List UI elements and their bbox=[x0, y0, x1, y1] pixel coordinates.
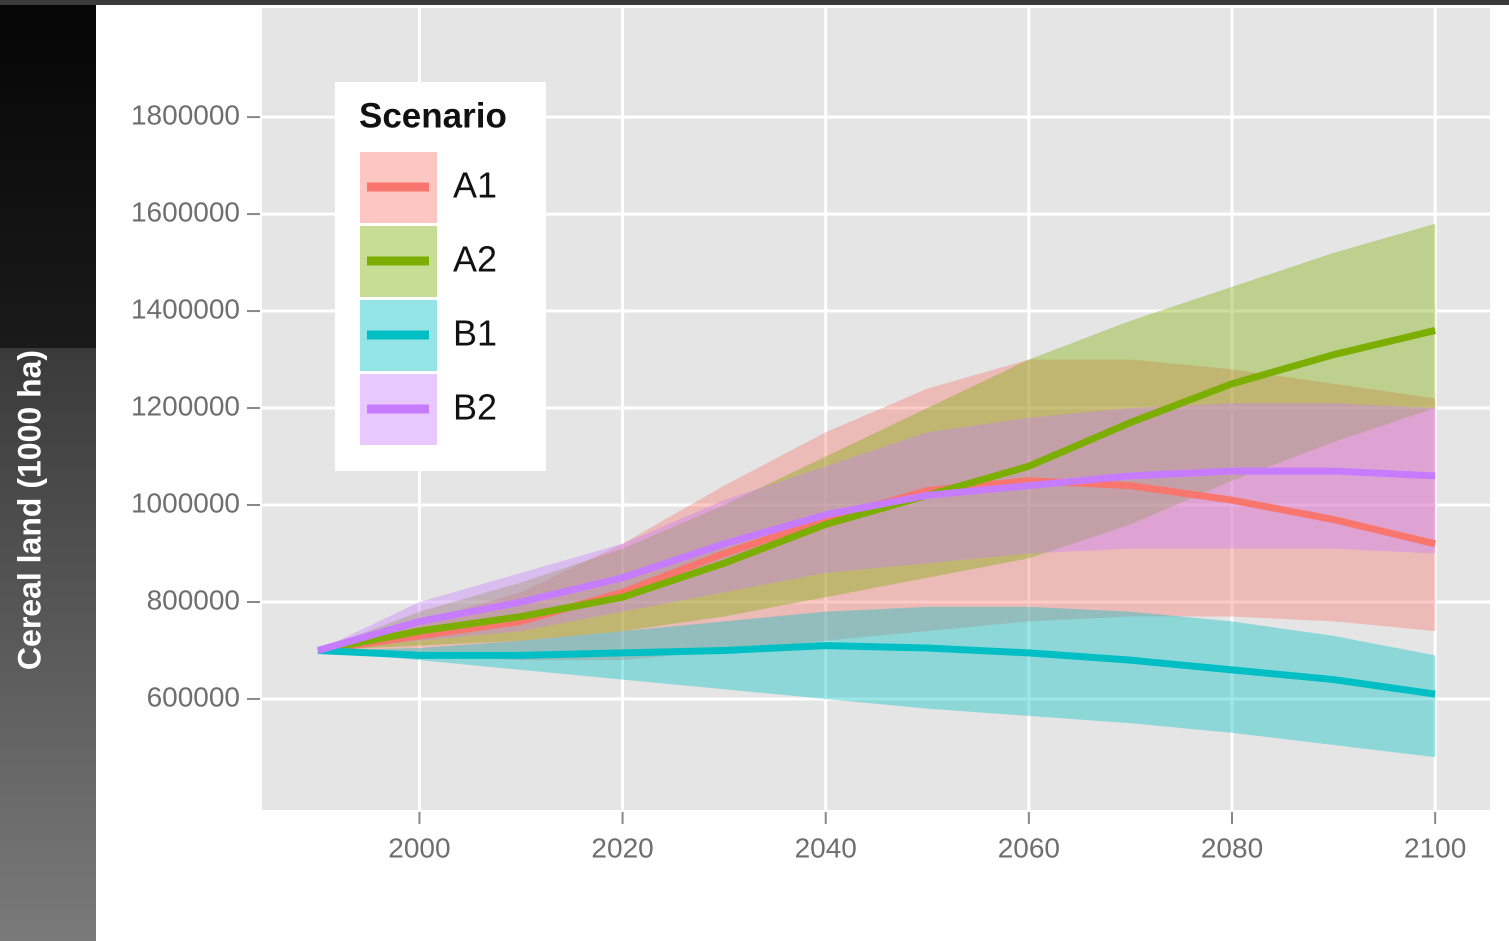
legend-label: B1 bbox=[453, 313, 497, 354]
x-tick-label: 2060 bbox=[998, 832, 1060, 863]
legend-label: A1 bbox=[453, 165, 497, 206]
legend-title: Scenario bbox=[359, 96, 507, 135]
band bbox=[317, 223, 1436, 651]
line bbox=[316, 467, 1436, 654]
legend: Scenario A1 A2 B1 B2 bbox=[335, 82, 546, 471]
legend-label: A2 bbox=[453, 239, 497, 280]
x-tick-label: 2040 bbox=[795, 832, 857, 863]
y-tick-label: 1800000 bbox=[131, 99, 240, 130]
line bbox=[317, 642, 1436, 698]
x-tick-label: 2000 bbox=[388, 832, 450, 863]
band bbox=[317, 606, 1436, 758]
y-tick-label: 1200000 bbox=[131, 390, 240, 421]
y-axis-label: Cereal land (1000 ha) bbox=[11, 350, 47, 670]
y-tick-label: 600000 bbox=[147, 681, 240, 712]
y-tick-label: 1400000 bbox=[131, 293, 240, 324]
side-band bbox=[0, 0, 96, 941]
y-tick-label: 800000 bbox=[147, 584, 240, 615]
top-band bbox=[0, 0, 1509, 5]
x-tick-label: 2080 bbox=[1201, 832, 1263, 863]
line bbox=[317, 327, 1436, 654]
x-tick-label: 2020 bbox=[591, 832, 653, 863]
x-tick-label: 2100 bbox=[1404, 832, 1466, 863]
legend-label: B2 bbox=[453, 387, 497, 428]
band bbox=[317, 403, 1436, 651]
y-tick-label: 1000000 bbox=[131, 487, 240, 518]
axes: 600000 800000 1000000 1200000 1400000 1600000… bbox=[131, 99, 1466, 863]
lines bbox=[316, 327, 1436, 698]
y-tick-label: 1600000 bbox=[131, 196, 240, 227]
